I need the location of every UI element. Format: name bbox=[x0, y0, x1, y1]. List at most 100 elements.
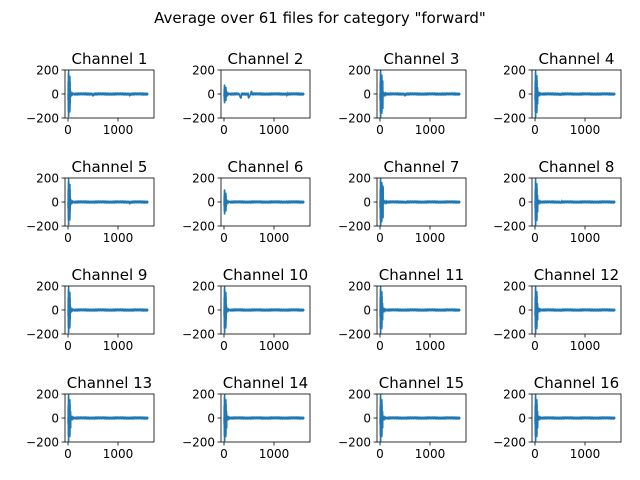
x-tick-label: 1000 bbox=[415, 231, 446, 245]
y-tick-label: 200 bbox=[503, 388, 526, 402]
y-tick-label: −200 bbox=[338, 220, 371, 234]
y-tick-label: 200 bbox=[503, 64, 526, 78]
subplot-channel-15: Channel 15 0 1000 −200 0 200 bbox=[338, 374, 467, 461]
x-tick-label: 0 bbox=[531, 231, 539, 245]
subplot-channel-12: Channel 12 0 1000 −200 0 200 bbox=[493, 266, 622, 353]
x-tick-label: 1000 bbox=[259, 447, 290, 461]
figure-title: Average over 61 files for category "forw… bbox=[154, 9, 486, 27]
subplot-channel-6: Channel 6 0 1000 −200 0 200 bbox=[182, 158, 311, 245]
x-tick-label: 1000 bbox=[103, 447, 134, 461]
y-tick-label: 0 bbox=[207, 412, 215, 426]
subplot-title: Channel 10 bbox=[223, 266, 308, 284]
y-tick-label: 0 bbox=[363, 88, 371, 102]
y-tick-label: −200 bbox=[338, 328, 371, 342]
y-tick-label: 0 bbox=[518, 304, 526, 318]
y-tick-label: 200 bbox=[348, 280, 371, 294]
signal-line bbox=[67, 286, 149, 334]
signal-line bbox=[67, 70, 149, 118]
subplot-channel-10: Channel 10 0 1000 −200 0 200 bbox=[182, 266, 311, 353]
y-tick-label: 0 bbox=[518, 412, 526, 426]
y-tick-label: −200 bbox=[493, 220, 526, 234]
y-tick-label: 0 bbox=[51, 196, 59, 210]
signal-line bbox=[379, 70, 461, 118]
x-tick-label: 0 bbox=[220, 339, 228, 353]
y-tick-label: −200 bbox=[493, 328, 526, 342]
subplot-channel-4: Channel 4 0 1000 −200 0 200 bbox=[493, 50, 622, 137]
subplot-channel-8: Channel 8 0 1000 −200 0 200 bbox=[493, 158, 622, 245]
subplot-channel-16: Channel 16 0 1000 −200 0 200 bbox=[493, 374, 622, 461]
subplot-channel-1: Channel 1 0 1000 −200 0 200 bbox=[26, 50, 155, 137]
y-tick-label: 200 bbox=[503, 172, 526, 186]
signal-line bbox=[223, 84, 305, 104]
y-tick-label: 200 bbox=[348, 388, 371, 402]
signal-line bbox=[379, 178, 461, 226]
subplot-title: Channel 1 bbox=[72, 50, 148, 68]
x-tick-label: 1000 bbox=[570, 231, 601, 245]
x-tick-label: 0 bbox=[220, 231, 228, 245]
y-tick-label: −200 bbox=[182, 328, 215, 342]
subplot-title: Channel 9 bbox=[72, 266, 148, 284]
signal-line bbox=[534, 178, 616, 226]
x-tick-label: 0 bbox=[64, 231, 72, 245]
subplot-title: Channel 5 bbox=[72, 158, 148, 176]
y-tick-label: 200 bbox=[36, 64, 59, 78]
signal-line bbox=[534, 286, 616, 334]
subplot-channel-5: Channel 5 0 1000 −200 0 200 bbox=[26, 158, 155, 245]
y-tick-label: 0 bbox=[363, 412, 371, 426]
subplot-title: Channel 6 bbox=[228, 158, 304, 176]
y-tick-label: 0 bbox=[51, 412, 59, 426]
y-tick-label: −200 bbox=[182, 112, 215, 126]
subplot-title: Channel 2 bbox=[228, 50, 304, 68]
subplot-channel-7: Channel 7 0 1000 −200 0 200 bbox=[338, 158, 467, 245]
x-tick-label: 1000 bbox=[259, 339, 290, 353]
x-tick-label: 0 bbox=[376, 447, 384, 461]
y-tick-label: −200 bbox=[26, 436, 59, 450]
y-tick-label: −200 bbox=[26, 112, 59, 126]
y-tick-label: −200 bbox=[182, 436, 215, 450]
y-tick-label: 200 bbox=[36, 280, 59, 294]
subplot-title: Channel 13 bbox=[67, 374, 152, 392]
y-tick-label: −200 bbox=[493, 112, 526, 126]
y-tick-label: 200 bbox=[503, 280, 526, 294]
y-tick-label: −200 bbox=[26, 220, 59, 234]
signal-line bbox=[223, 189, 305, 215]
y-tick-label: 200 bbox=[192, 388, 215, 402]
subplot-title: Channel 7 bbox=[384, 158, 460, 176]
y-tick-label: 0 bbox=[518, 196, 526, 210]
x-tick-label: 1000 bbox=[415, 447, 446, 461]
x-tick-label: 1000 bbox=[570, 339, 601, 353]
y-tick-label: 0 bbox=[51, 88, 59, 102]
y-tick-label: 0 bbox=[51, 304, 59, 318]
subplot-channel-3: Channel 3 0 1000 −200 0 200 bbox=[338, 50, 467, 137]
subplot-title: Channel 3 bbox=[384, 50, 460, 68]
y-tick-label: 200 bbox=[36, 172, 59, 186]
x-tick-label: 0 bbox=[376, 123, 384, 137]
y-tick-label: −200 bbox=[182, 220, 215, 234]
y-tick-label: 0 bbox=[518, 88, 526, 102]
signal-line bbox=[67, 178, 149, 226]
x-tick-label: 0 bbox=[531, 447, 539, 461]
y-tick-label: 200 bbox=[192, 172, 215, 186]
subplot-channel-13: Channel 13 0 1000 −200 0 200 bbox=[26, 374, 155, 461]
subplot-title: Channel 8 bbox=[539, 158, 615, 176]
x-tick-label: 0 bbox=[376, 231, 384, 245]
signal-line bbox=[67, 394, 149, 442]
y-tick-label: 0 bbox=[207, 196, 215, 210]
x-tick-label: 1000 bbox=[103, 339, 134, 353]
x-tick-label: 0 bbox=[531, 339, 539, 353]
subplot-title: Channel 12 bbox=[534, 266, 619, 284]
subplot-title: Channel 4 bbox=[539, 50, 615, 68]
y-tick-label: 0 bbox=[363, 196, 371, 210]
subplot-channel-14: Channel 14 0 1000 −200 0 200 bbox=[182, 374, 311, 461]
x-tick-label: 1000 bbox=[103, 123, 134, 137]
x-tick-label: 0 bbox=[220, 447, 228, 461]
x-tick-label: 0 bbox=[64, 123, 72, 137]
signal-line bbox=[379, 286, 461, 334]
x-tick-label: 1000 bbox=[415, 339, 446, 353]
y-tick-label: 200 bbox=[192, 280, 215, 294]
x-tick-label: 0 bbox=[220, 123, 228, 137]
y-tick-label: −200 bbox=[493, 436, 526, 450]
x-tick-label: 0 bbox=[376, 339, 384, 353]
subplot-title: Channel 11 bbox=[379, 266, 464, 284]
